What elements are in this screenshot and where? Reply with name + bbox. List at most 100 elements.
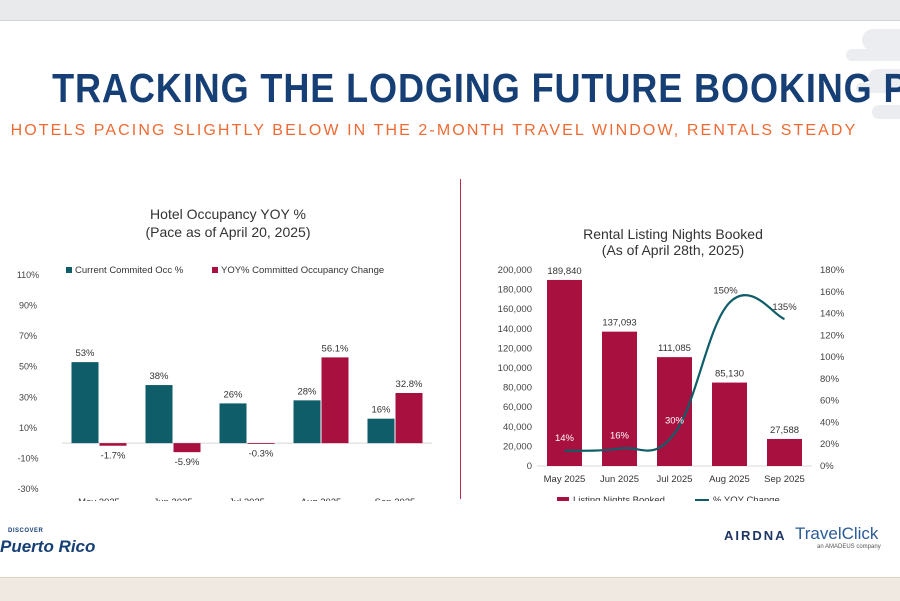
bar	[712, 382, 747, 466]
bar	[173, 443, 201, 453]
y2-tick-label: 20%	[820, 439, 840, 450]
x-tick-label: May 2025	[78, 497, 120, 501]
y-tick-label: 10%	[19, 423, 37, 433]
data-label: -5.9%	[175, 457, 200, 468]
x-tick-label: Jul 2025	[657, 474, 693, 485]
y2-tick-label: 120%	[820, 330, 845, 341]
data-label: 56.1%	[322, 343, 349, 354]
y-tick-label: 0	[527, 461, 532, 472]
discover-puerto-rico-logo: DISCOVER Puerto Rico	[0, 526, 95, 566]
data-label: 26%	[223, 389, 243, 400]
travelclick-sub-text: an AMADEUS company	[817, 544, 881, 550]
x-tick-label: Sep 2025	[764, 474, 805, 485]
legend-label: % YOY Change	[713, 495, 780, 501]
decor-shape	[868, 69, 900, 87]
bar	[602, 331, 637, 466]
bar	[247, 443, 275, 444]
legend-swatch	[66, 267, 72, 273]
legend-swatch	[557, 497, 569, 501]
data-label: -1.7%	[101, 451, 126, 462]
decor-shape	[856, 83, 900, 93]
slide-subtitle: HOTELS PACING SLIGHTLY BELOW IN THE 2-MO…	[10, 122, 858, 139]
data-label: 85,130	[715, 369, 744, 380]
hotel-occupancy-chart: Hotel Occupancy YOY % (Pace as of April 2…	[17, 206, 432, 501]
chart-subtitle: (Pace as of April 20, 2025)	[146, 224, 311, 240]
line-data-label: 14%	[555, 433, 575, 444]
legend-label: Current Commited Occ %	[75, 265, 184, 276]
rental-nights-chart: Rental Listing Nights Booked(As of April…	[498, 226, 845, 501]
x-tick-label: Aug 2025	[301, 497, 342, 501]
chart-divider	[460, 179, 461, 499]
window-bottom-bar	[0, 577, 900, 601]
airdna-logo: AIRDNA	[724, 528, 787, 543]
data-label: 27,588	[770, 425, 799, 436]
y2-tick-label: 180%	[820, 265, 845, 276]
data-label: -0.3%	[249, 449, 274, 460]
data-label: 38%	[149, 371, 169, 382]
x-tick-label: May 2025	[544, 474, 586, 485]
data-label: 32.8%	[396, 379, 423, 390]
bar	[395, 393, 423, 444]
line-data-label: 30%	[665, 415, 685, 426]
y2-tick-label: 80%	[820, 374, 840, 385]
decor-shape	[862, 29, 900, 51]
y-tick-label: 80,000	[503, 383, 532, 394]
y-tick-label: 30%	[19, 392, 37, 402]
y-tick-label: 90%	[19, 301, 37, 311]
x-tick-label: Aug 2025	[709, 474, 750, 485]
bar	[99, 443, 127, 446]
line-data-label: 150%	[713, 286, 738, 297]
y-tick-label: 70%	[19, 331, 37, 341]
y-tick-label: 120,000	[498, 343, 532, 354]
decor-shape	[872, 105, 900, 119]
y-tick-label: 60,000	[503, 402, 532, 413]
x-tick-label: Jun 2025	[600, 474, 639, 485]
bar	[293, 400, 321, 444]
y2-tick-label: 60%	[820, 396, 840, 407]
bar	[367, 418, 395, 444]
y2-tick-label: 40%	[820, 417, 840, 428]
data-label: 16%	[371, 405, 391, 416]
legend-label: YOY% Committed Occupancy Change	[221, 265, 384, 276]
bar	[321, 357, 349, 444]
window-top-bar	[0, 0, 900, 21]
x-tick-label: Jun 2025	[153, 497, 192, 501]
data-label: 28%	[297, 386, 317, 397]
bar	[145, 385, 173, 444]
y2-tick-label: 100%	[820, 352, 845, 363]
y-tick-label: 110%	[17, 270, 39, 280]
logo-big-text: Puerto Rico	[0, 537, 96, 556]
legend-swatch	[212, 267, 218, 273]
logo-small-text: DISCOVER	[8, 528, 44, 534]
slide-title: TRACKING THE LODGING FUTURE BOOKING PACE	[52, 65, 900, 111]
travelclick-logo: TravelClick an AMADEUS company	[795, 524, 881, 550]
y2-tick-label: 140%	[820, 309, 845, 320]
data-label: 111,085	[658, 343, 691, 354]
line-data-label: 135%	[772, 302, 797, 313]
y-tick-label: 200,000	[498, 265, 532, 276]
travelclick-main-text: TravelClick	[795, 524, 879, 543]
y-tick-label: 50%	[19, 362, 37, 372]
yoy-line	[564, 294, 785, 452]
y-tick-label: 40,000	[503, 422, 532, 433]
data-label: 189,840	[547, 266, 581, 277]
bar	[219, 403, 247, 444]
y-tick-label: 20,000	[503, 441, 532, 452]
y2-tick-label: 160%	[820, 287, 845, 298]
bar	[547, 279, 582, 466]
data-label: 53%	[75, 348, 95, 359]
decor-shape	[846, 49, 900, 61]
y-tick-label: 100,000	[498, 363, 532, 374]
data-label: 137,093	[602, 318, 636, 329]
slide: TRACKING THE LODGING FUTURE BOOKING PACE…	[0, 21, 900, 577]
y-tick-label: -30%	[17, 484, 38, 494]
x-tick-label: Jul 2025	[229, 497, 265, 501]
line-data-label: 16%	[610, 431, 630, 442]
chart-subtitle: (As of April 28th, 2025)	[602, 242, 744, 258]
chart-title: Rental Listing Nights Booked	[583, 226, 763, 242]
bar	[71, 362, 99, 444]
legend-label: Listing Nights Booked	[573, 495, 665, 501]
bar	[767, 438, 802, 466]
y2-tick-label: 0%	[820, 461, 834, 472]
y-tick-label: 140,000	[498, 324, 532, 335]
